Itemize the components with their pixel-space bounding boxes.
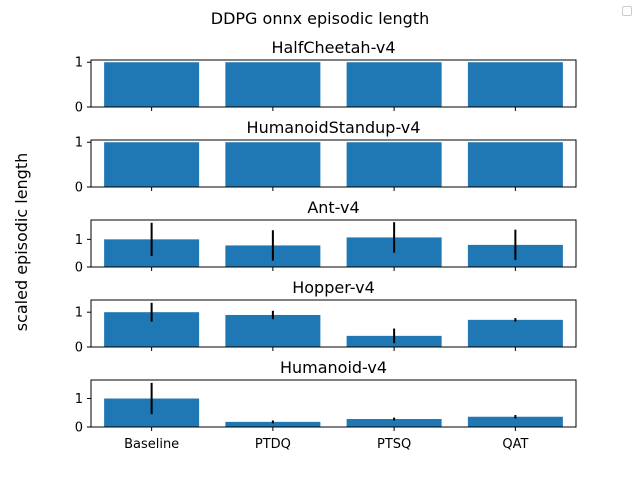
panel-5: Humanoid-v4 0 1 Baseline PTDQ PTSQ QAT <box>75 358 577 452</box>
y-tick-label: 0 <box>75 101 83 116</box>
panel-3: Ant-v4 0 1 <box>75 198 577 276</box>
bar-ptdq <box>225 142 321 187</box>
x-tick-label: Baseline <box>124 437 179 452</box>
y-tick-label: 1 <box>75 306 83 321</box>
legend-box <box>622 6 632 16</box>
bar-baseline <box>104 142 200 187</box>
bar-ptsq <box>346 419 442 427</box>
figure-suptitle: DDPG onnx episodic length <box>211 9 429 28</box>
bar-ptdq <box>225 314 321 347</box>
axes-frame <box>90 139 577 188</box>
bar-ptsq <box>346 142 442 187</box>
x-tick-label: PTSQ <box>377 437 411 452</box>
axes-frame <box>90 59 577 108</box>
figure-ylabel: scaled episodic length <box>12 153 31 332</box>
bar-ptsq <box>346 62 442 107</box>
y-tick-label: 0 <box>75 421 83 436</box>
y-tick-label: 1 <box>75 136 83 151</box>
y-tick-label: 1 <box>75 392 83 407</box>
panel-1: HalfCheetah-v4 0 1 <box>75 38 577 116</box>
panel-title: Ant-v4 <box>307 198 359 217</box>
x-tick-label: PTDQ <box>255 437 291 452</box>
panel-title: HalfCheetah-v4 <box>271 38 395 57</box>
y-tick-label: 1 <box>75 56 83 71</box>
bar-qat <box>467 142 563 187</box>
bar-ptdq <box>225 421 321 427</box>
bar-ptdq <box>225 62 321 107</box>
y-tick-label: 1 <box>75 233 83 248</box>
axes-frame <box>90 379 577 428</box>
x-tick-label: QAT <box>502 437 528 452</box>
bar-baseline <box>104 62 200 107</box>
bar-qat <box>467 62 563 107</box>
panel-title: Humanoid-v4 <box>280 358 387 377</box>
y-tick-label: 0 <box>75 181 83 196</box>
panel-4: Hopper-v4 0 1 <box>75 278 577 356</box>
panel-title: HumanoidStandup-v4 <box>247 118 421 137</box>
bar-qat <box>467 416 563 427</box>
axes-frame <box>90 299 577 348</box>
y-tick-label: 0 <box>75 341 83 356</box>
panels: HalfCheetah-v401HumanoidStandup-v401Ant-… <box>75 38 577 452</box>
panel-2: HumanoidStandup-v4 0 1 <box>75 118 577 196</box>
axes-frame <box>90 219 577 268</box>
y-tick-label: 0 <box>75 261 83 276</box>
bar-qat <box>467 319 563 347</box>
panel-title: Hopper-v4 <box>292 278 375 297</box>
